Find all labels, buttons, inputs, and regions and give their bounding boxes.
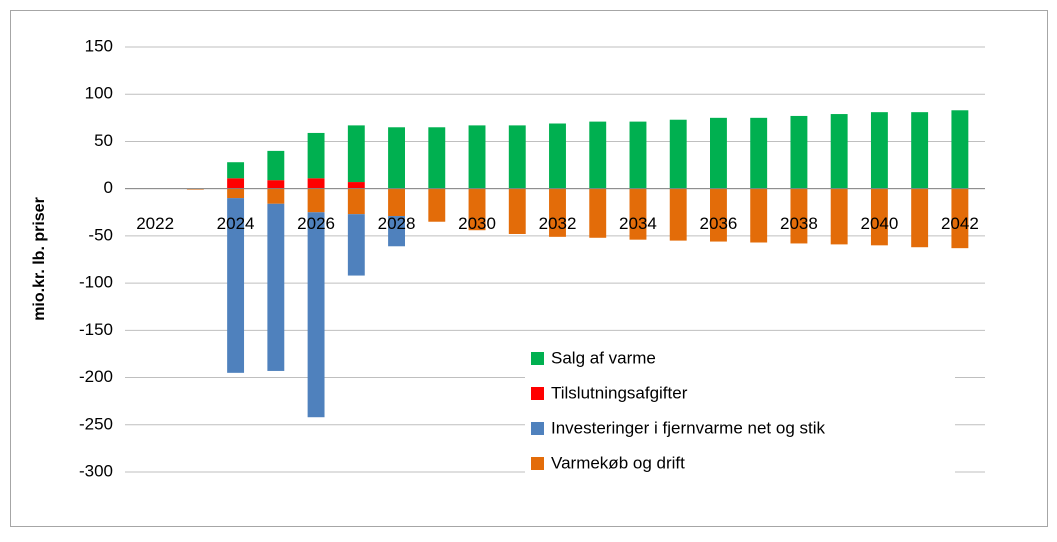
y-tick-label: -250 xyxy=(79,414,113,433)
bar xyxy=(347,214,365,276)
bar xyxy=(227,162,245,179)
bar xyxy=(468,125,486,189)
legend-box xyxy=(525,345,955,475)
bar xyxy=(710,117,727,189)
bar xyxy=(468,188,486,231)
y-axis-title: mio.kr. lb. priser xyxy=(31,197,48,321)
bar xyxy=(549,188,566,237)
x-tick-label: 2026 xyxy=(297,214,335,233)
bar xyxy=(267,150,285,181)
bar xyxy=(790,188,808,244)
legend-swatch xyxy=(531,422,544,435)
bar xyxy=(951,110,969,189)
bar xyxy=(388,188,405,217)
x-tick-label: 2042 xyxy=(941,214,979,233)
bar xyxy=(549,123,566,189)
legend-swatch xyxy=(531,352,544,365)
y-tick-label: 100 xyxy=(85,84,113,103)
bar xyxy=(669,119,687,189)
y-tick-label: 50 xyxy=(94,131,113,150)
bar xyxy=(951,188,969,249)
y-tick-label: -50 xyxy=(88,225,113,244)
y-tick-label: -100 xyxy=(79,273,113,292)
bar xyxy=(347,125,365,183)
bar xyxy=(428,127,446,189)
x-tick-label: 2024 xyxy=(217,214,255,233)
bar xyxy=(911,112,929,189)
bar xyxy=(830,188,848,245)
bar xyxy=(710,188,727,242)
y-tick-label: -200 xyxy=(79,367,113,386)
bar xyxy=(307,212,325,418)
bar xyxy=(267,180,285,189)
legend-swatch xyxy=(531,457,544,470)
bar xyxy=(589,121,607,189)
bar xyxy=(267,203,285,371)
bar xyxy=(267,188,285,204)
x-tick-label: 2028 xyxy=(378,214,416,233)
bar xyxy=(307,188,325,213)
legend-label: Salg af varme xyxy=(551,348,656,367)
x-tick-label: 2040 xyxy=(860,214,898,233)
bar xyxy=(347,182,365,189)
legend-label: Varmekøb og drift xyxy=(551,453,685,472)
bar xyxy=(227,188,245,199)
x-tick-label: 2022 xyxy=(136,214,174,233)
y-tick-label: -300 xyxy=(79,461,113,480)
y-tick-label: -150 xyxy=(79,320,113,339)
y-tick-label: 150 xyxy=(85,36,113,55)
bar xyxy=(870,112,888,189)
y-tick-label: 0 xyxy=(104,178,113,197)
bar xyxy=(830,114,848,189)
bar xyxy=(307,132,325,179)
x-tick-label: 2038 xyxy=(780,214,818,233)
x-tick-label: 2034 xyxy=(619,214,657,233)
bar xyxy=(227,178,245,189)
legend-label: Tilslutningsafgifter xyxy=(551,383,688,402)
bar xyxy=(629,121,647,189)
bar xyxy=(669,188,687,241)
bar xyxy=(428,188,446,222)
legend-label: Investeringer i fjernvarme net og stik xyxy=(551,418,826,437)
bar xyxy=(388,216,405,247)
x-tick-label: 2032 xyxy=(539,214,577,233)
bar xyxy=(508,188,526,234)
bar xyxy=(790,115,808,189)
x-tick-label: 2036 xyxy=(700,214,738,233)
bar xyxy=(870,188,888,246)
legend-swatch xyxy=(531,387,544,400)
bar xyxy=(388,127,405,189)
bar xyxy=(750,117,768,189)
bar xyxy=(911,188,929,248)
bar xyxy=(347,188,365,215)
bar xyxy=(227,198,245,373)
bar xyxy=(508,125,526,189)
bar xyxy=(750,188,768,243)
bar xyxy=(629,188,647,240)
bar xyxy=(589,188,607,238)
bar xyxy=(307,178,325,189)
x-tick-label: 2030 xyxy=(458,214,496,233)
